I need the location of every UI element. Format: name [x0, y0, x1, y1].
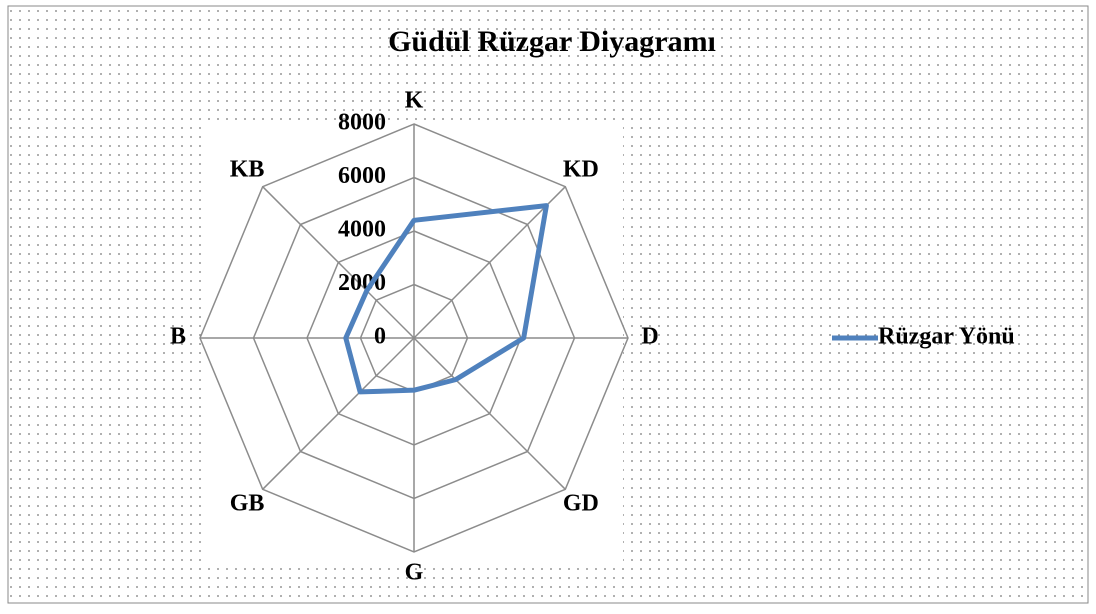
category-label: GB: [230, 490, 265, 516]
y-tick-label: 0: [374, 324, 386, 350]
series-line: [343, 203, 549, 395]
legend-label: Rüzgar Yönü: [878, 324, 1015, 350]
category-label: D: [641, 324, 658, 350]
y-tick-label: 8000: [338, 110, 386, 136]
category-label: KB: [230, 157, 265, 183]
axis-spoke: [262, 337, 415, 490]
category-label: B: [170, 324, 186, 350]
axis-spoke: [413, 337, 566, 490]
y-tick-label: 4000: [338, 217, 386, 243]
y-tick-label: 6000: [338, 163, 386, 189]
axis-spoke: [262, 186, 415, 339]
category-label: KD: [563, 157, 599, 183]
chart-title: Güdül Rüzgar Diyagramı: [388, 25, 716, 58]
category-label: GD: [563, 490, 599, 516]
category-label: K: [405, 88, 424, 114]
axis-spoke: [413, 186, 566, 339]
category-label: G: [405, 560, 424, 586]
